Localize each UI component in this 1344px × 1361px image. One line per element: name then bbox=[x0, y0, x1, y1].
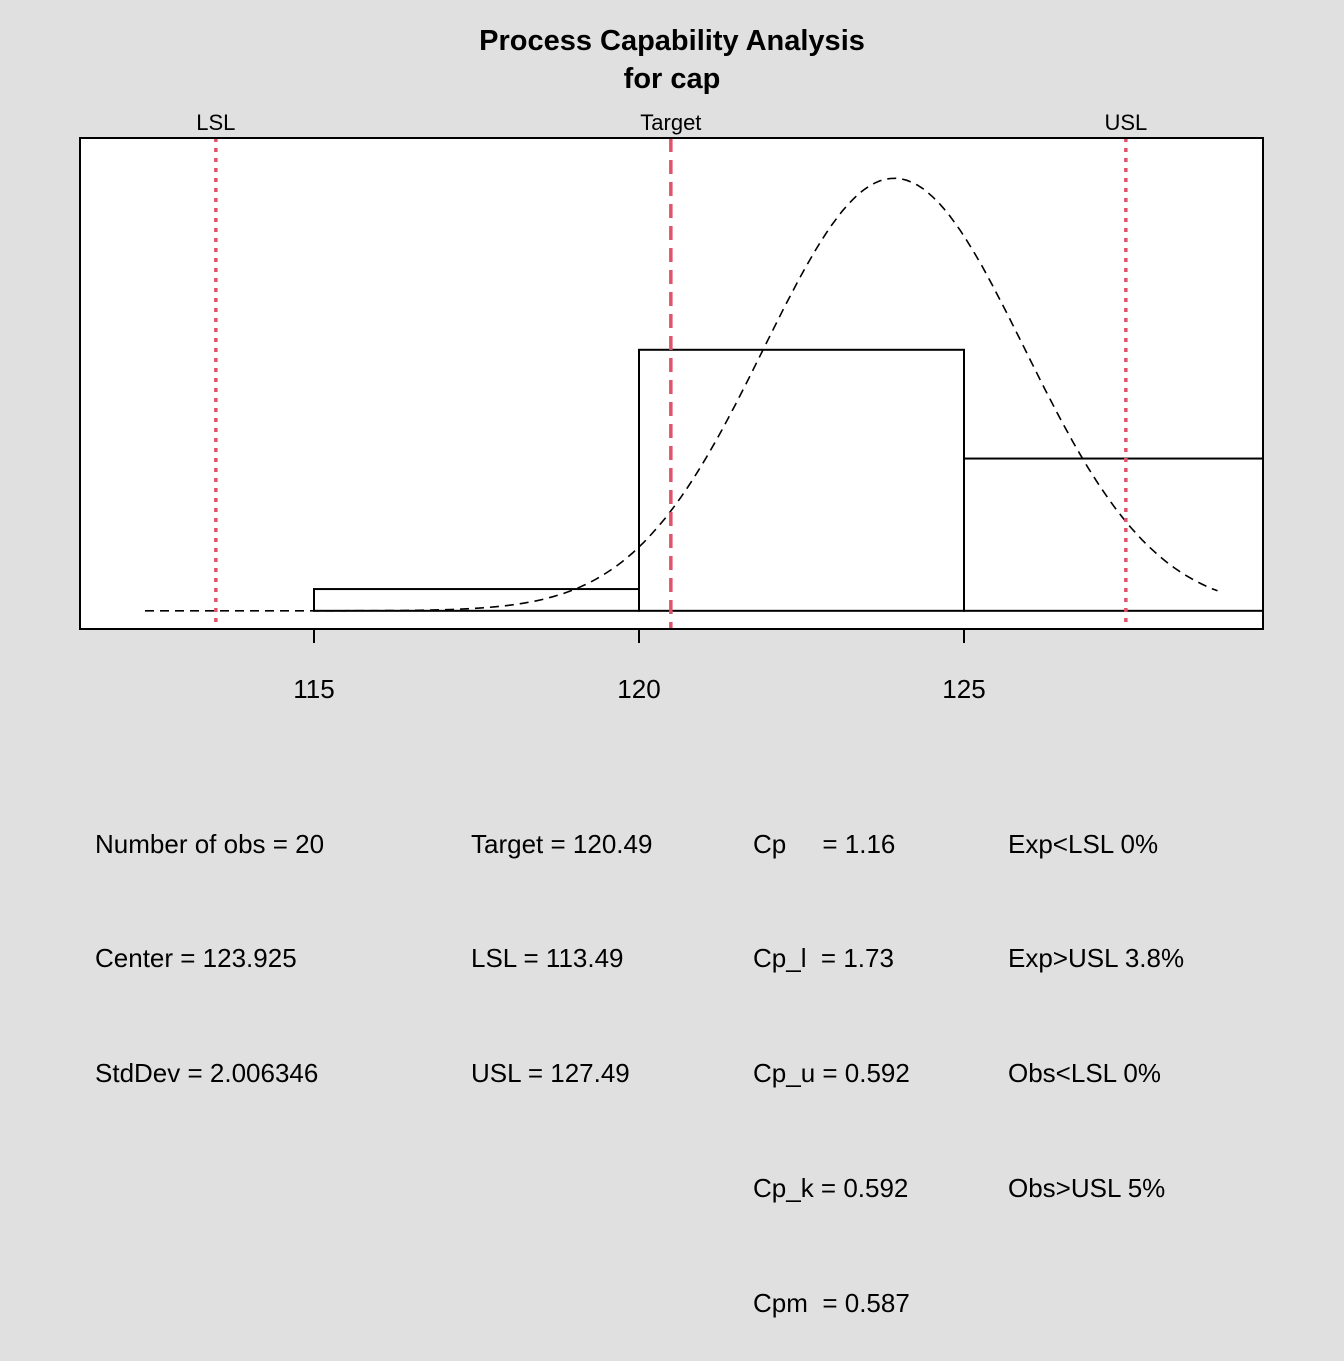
stat-cpk: Cp_k = 0.592 bbox=[753, 1173, 909, 1204]
chart-subtitle: for cap bbox=[624, 63, 721, 95]
spec-label-target: Target bbox=[640, 110, 701, 135]
stat-exp-lsl: Exp<LSL 0% bbox=[1008, 828, 1159, 859]
spec-label-lsl: LSL bbox=[196, 110, 235, 135]
histogram-bar-2 bbox=[963, 457, 1263, 612]
stat-obs-usl: Obs>USL 5% bbox=[1008, 1173, 1166, 1204]
stats-col-3: Cp = 1.16 Cp_l = 1.73 Cp_u = 0.592 Cp_k … bbox=[753, 748, 910, 1361]
stat-center: Center = 123.925 bbox=[95, 943, 297, 974]
normal-density-curve bbox=[145, 177, 1218, 612]
stat-cpu: Cp_u = 0.592 bbox=[753, 1058, 910, 1089]
stat-nobs: Number of obs = 20 bbox=[95, 828, 325, 859]
spec-label-usl: USL bbox=[1104, 110, 1147, 135]
stat-cp: Cp = 1.16 bbox=[753, 828, 896, 859]
stat-stddev: StdDev = 2.006346 bbox=[95, 1058, 319, 1089]
x-tick-label-115: 115 bbox=[293, 674, 334, 704]
stat-lsl: LSL = 113.49 bbox=[471, 943, 624, 974]
capability-chart: Process Capability Analysis for cap LSL T… bbox=[79, 25, 1264, 704]
x-tick-label-125: 125 bbox=[942, 674, 985, 704]
chart-title: Process Capability Analysis bbox=[479, 25, 865, 57]
x-tick-label-120: 120 bbox=[617, 674, 660, 704]
stats-col-4: Exp<LSL 0% Exp>USL 3.8% Obs<LSL 0% Obs>U… bbox=[1008, 748, 1184, 1246]
stat-target: Target = 120.49 bbox=[471, 828, 653, 859]
stat-cpl: Cp_l = 1.73 bbox=[753, 943, 894, 974]
stat-exp-usl: Exp>USL 3.8% bbox=[1008, 943, 1185, 974]
histogram-bar-1 bbox=[638, 348, 965, 612]
stats-col-2: Target = 120.49 LSL = 113.49 USL = 127.4… bbox=[471, 748, 652, 1131]
stat-obs-lsl: Obs<LSL 0% bbox=[1008, 1058, 1161, 1089]
plot-frame bbox=[79, 137, 1264, 630]
stat-cpm: Cpm = 0.587 bbox=[753, 1288, 910, 1319]
stat-usl: USL = 127.49 bbox=[471, 1058, 630, 1089]
stats-col-1: Number of obs = 20 Center = 123.925 StdD… bbox=[95, 748, 324, 1131]
